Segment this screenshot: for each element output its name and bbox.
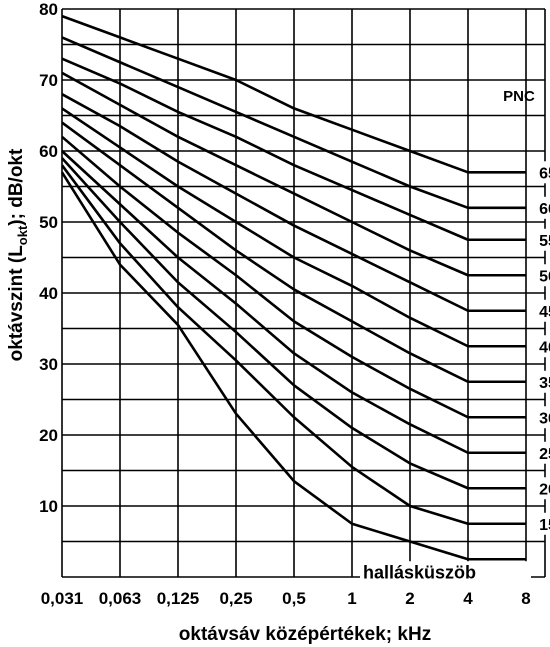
x-tick-label: 2	[405, 589, 414, 608]
axes: 10 20 30 40 50 60 70 80 0,031 0,063 0,125 0,25 0,5 1 2…	[39, 0, 531, 608]
x-tick-label: 0,125	[157, 589, 200, 608]
y-tick-label: 10	[39, 497, 58, 516]
curve-15	[60, 164, 526, 526]
curve-65	[61, 14, 526, 174]
x-tick-label: 8	[521, 589, 530, 608]
curve-label-box	[529, 335, 550, 358]
threshold-label: hallásküszöb	[363, 562, 476, 582]
curve-label-55: 55	[539, 233, 550, 250]
y-axis-title-tail: ); dB/okt	[6, 148, 27, 226]
x-tick-label: 0,5	[282, 589, 306, 608]
curve-30	[61, 135, 526, 419]
curve-label-40: 40	[539, 339, 550, 356]
curve-label-15: 15	[539, 517, 550, 534]
y-tick-label: 70	[39, 71, 58, 90]
curve-label-60: 60	[539, 201, 550, 218]
curve-label-box	[529, 161, 550, 184]
x-tick-label: 0,031	[41, 589, 84, 608]
y-tick-label: 30	[39, 355, 58, 374]
curve-20	[61, 157, 526, 490]
curve-50	[61, 71, 526, 277]
x-axis-title: oktávsáv középértékek; kHz	[179, 624, 431, 645]
y-tick-label: 80	[39, 0, 58, 19]
x-tick-label: 0,25	[219, 589, 252, 608]
curve-label-box	[529, 512, 550, 535]
x-tick-label: 0,063	[99, 589, 142, 608]
curve-45	[61, 93, 526, 313]
curve-label-35: 35	[539, 375, 550, 392]
y-tick-label: 40	[39, 284, 58, 303]
x-tick-label: 1	[347, 589, 356, 608]
legend-title-pnc: PNC	[503, 88, 535, 105]
y-tick-label: 50	[39, 213, 58, 232]
curve-label-box	[529, 477, 550, 500]
curve-label-box	[529, 264, 550, 287]
y-axis-title: oktávszint (Lokt); dB/okt	[6, 148, 30, 361]
y-axis-title-subscript: okt	[15, 225, 30, 245]
threshold-label-box	[360, 561, 531, 584]
curve-label-45: 45	[539, 304, 550, 321]
y-tick-label: 60	[39, 142, 58, 161]
curve-label-65: 65	[539, 165, 550, 182]
curve-label-box	[529, 441, 550, 464]
curve-40	[61, 107, 526, 348]
curve-hallásküszöb	[60, 171, 526, 561]
curve-label-50: 50	[539, 268, 550, 285]
y-tick-label: 20	[39, 426, 58, 445]
curve-label-box	[529, 370, 550, 393]
curve-label-25: 25	[539, 446, 550, 463]
curve-35	[61, 121, 526, 384]
curve-25	[61, 150, 526, 455]
curve-label-box	[529, 299, 550, 322]
curves	[60, 14, 526, 561]
curve-label-30: 30	[539, 410, 550, 427]
curve-label-box	[529, 228, 550, 251]
curve-60	[61, 36, 526, 210]
grid	[61, 8, 546, 578]
curve-label-20: 20	[539, 481, 550, 498]
curve-label-box	[529, 406, 550, 429]
curve-55	[61, 57, 526, 242]
curve-labels: 65 60 55 50 45 40 35 30 25 20 15 hallásküszöb	[360, 161, 550, 584]
x-tick-label: 4	[463, 589, 473, 608]
y-axis-title-main: oktávszint (L	[6, 245, 27, 362]
curve-label-box	[529, 196, 550, 219]
